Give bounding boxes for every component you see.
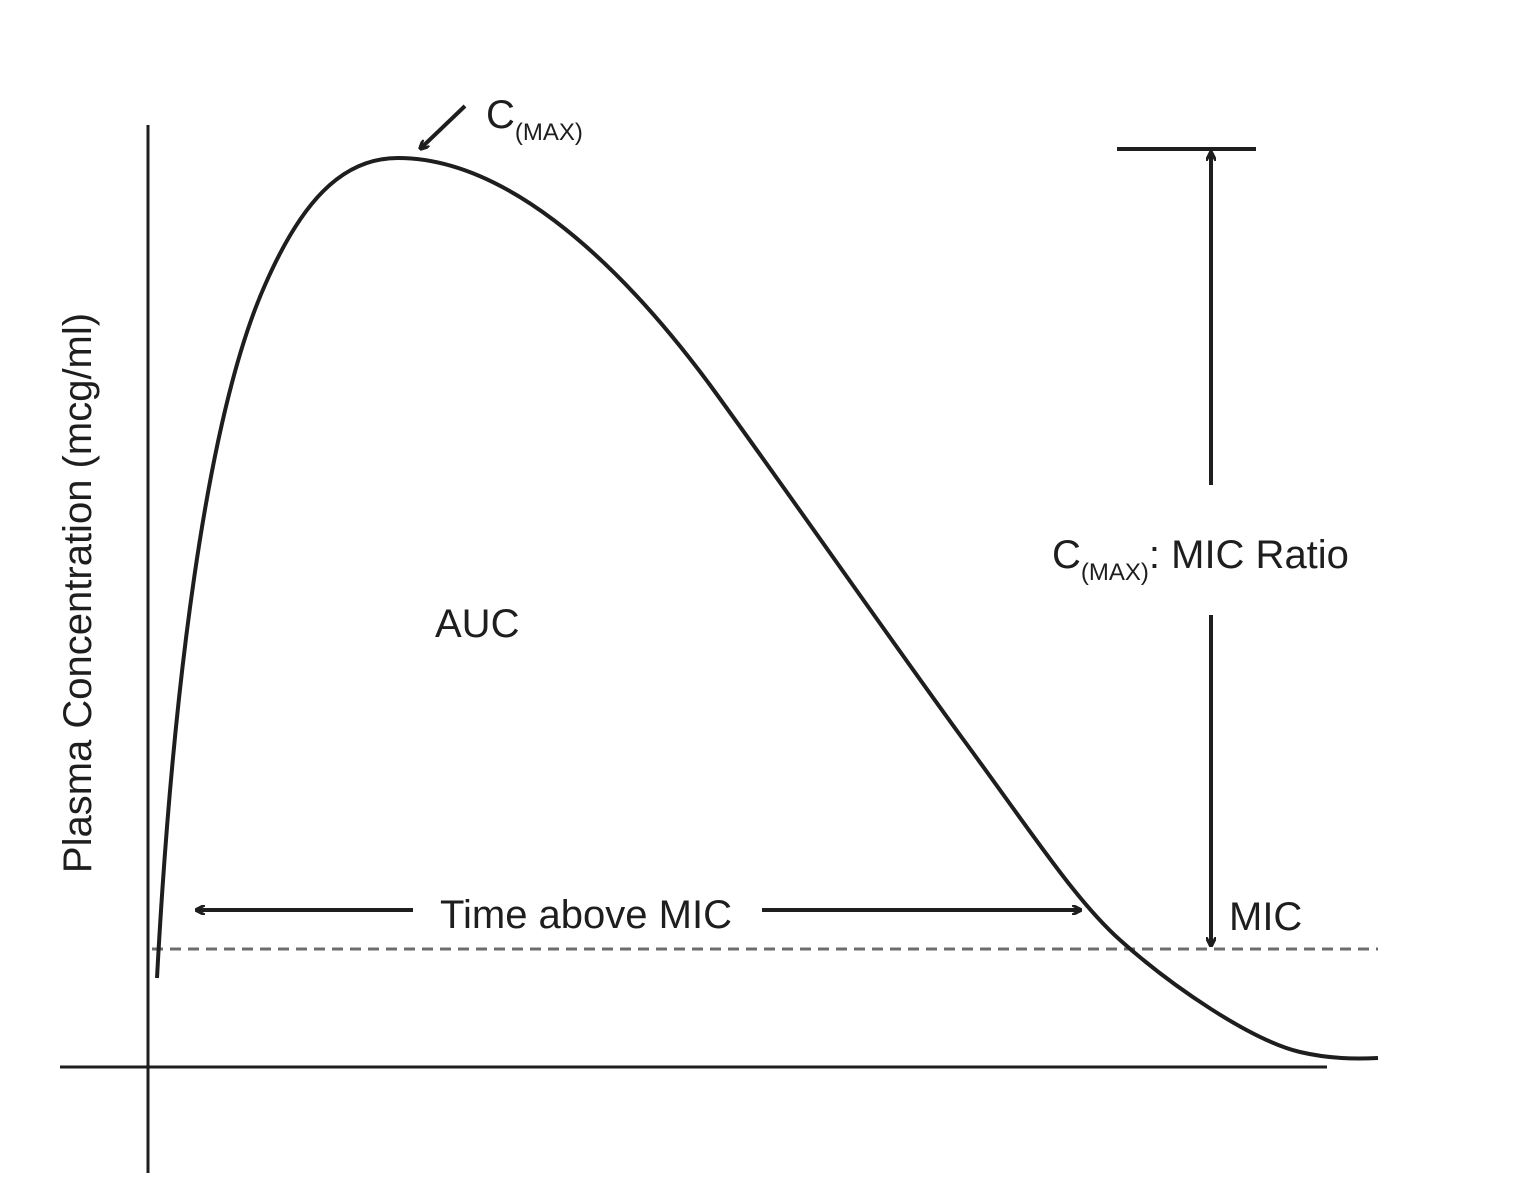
ratio-label-main: C	[1052, 533, 1081, 577]
ratio-label-sub: (MAX)	[1081, 559, 1149, 586]
concentration-curve	[155, 155, 1379, 1061]
ratio-label-suffix: : MIC Ratio	[1149, 533, 1349, 577]
y-axis-label: Plasma Concentration (mcg/ml)	[56, 313, 100, 873]
cmax-label: C(MAX)	[486, 93, 583, 146]
ratio-label: C(MAX): MIC Ratio	[1052, 533, 1349, 586]
mic-label: MIC	[1229, 895, 1302, 939]
time-above-mic-label: Time above MIC	[440, 893, 732, 937]
auc-label: AUC	[435, 602, 519, 646]
cmax-pointer-arrow	[420, 104, 467, 149]
cmax-label-sub: (MAX)	[515, 119, 583, 146]
cmax-label-main: C	[486, 93, 515, 137]
